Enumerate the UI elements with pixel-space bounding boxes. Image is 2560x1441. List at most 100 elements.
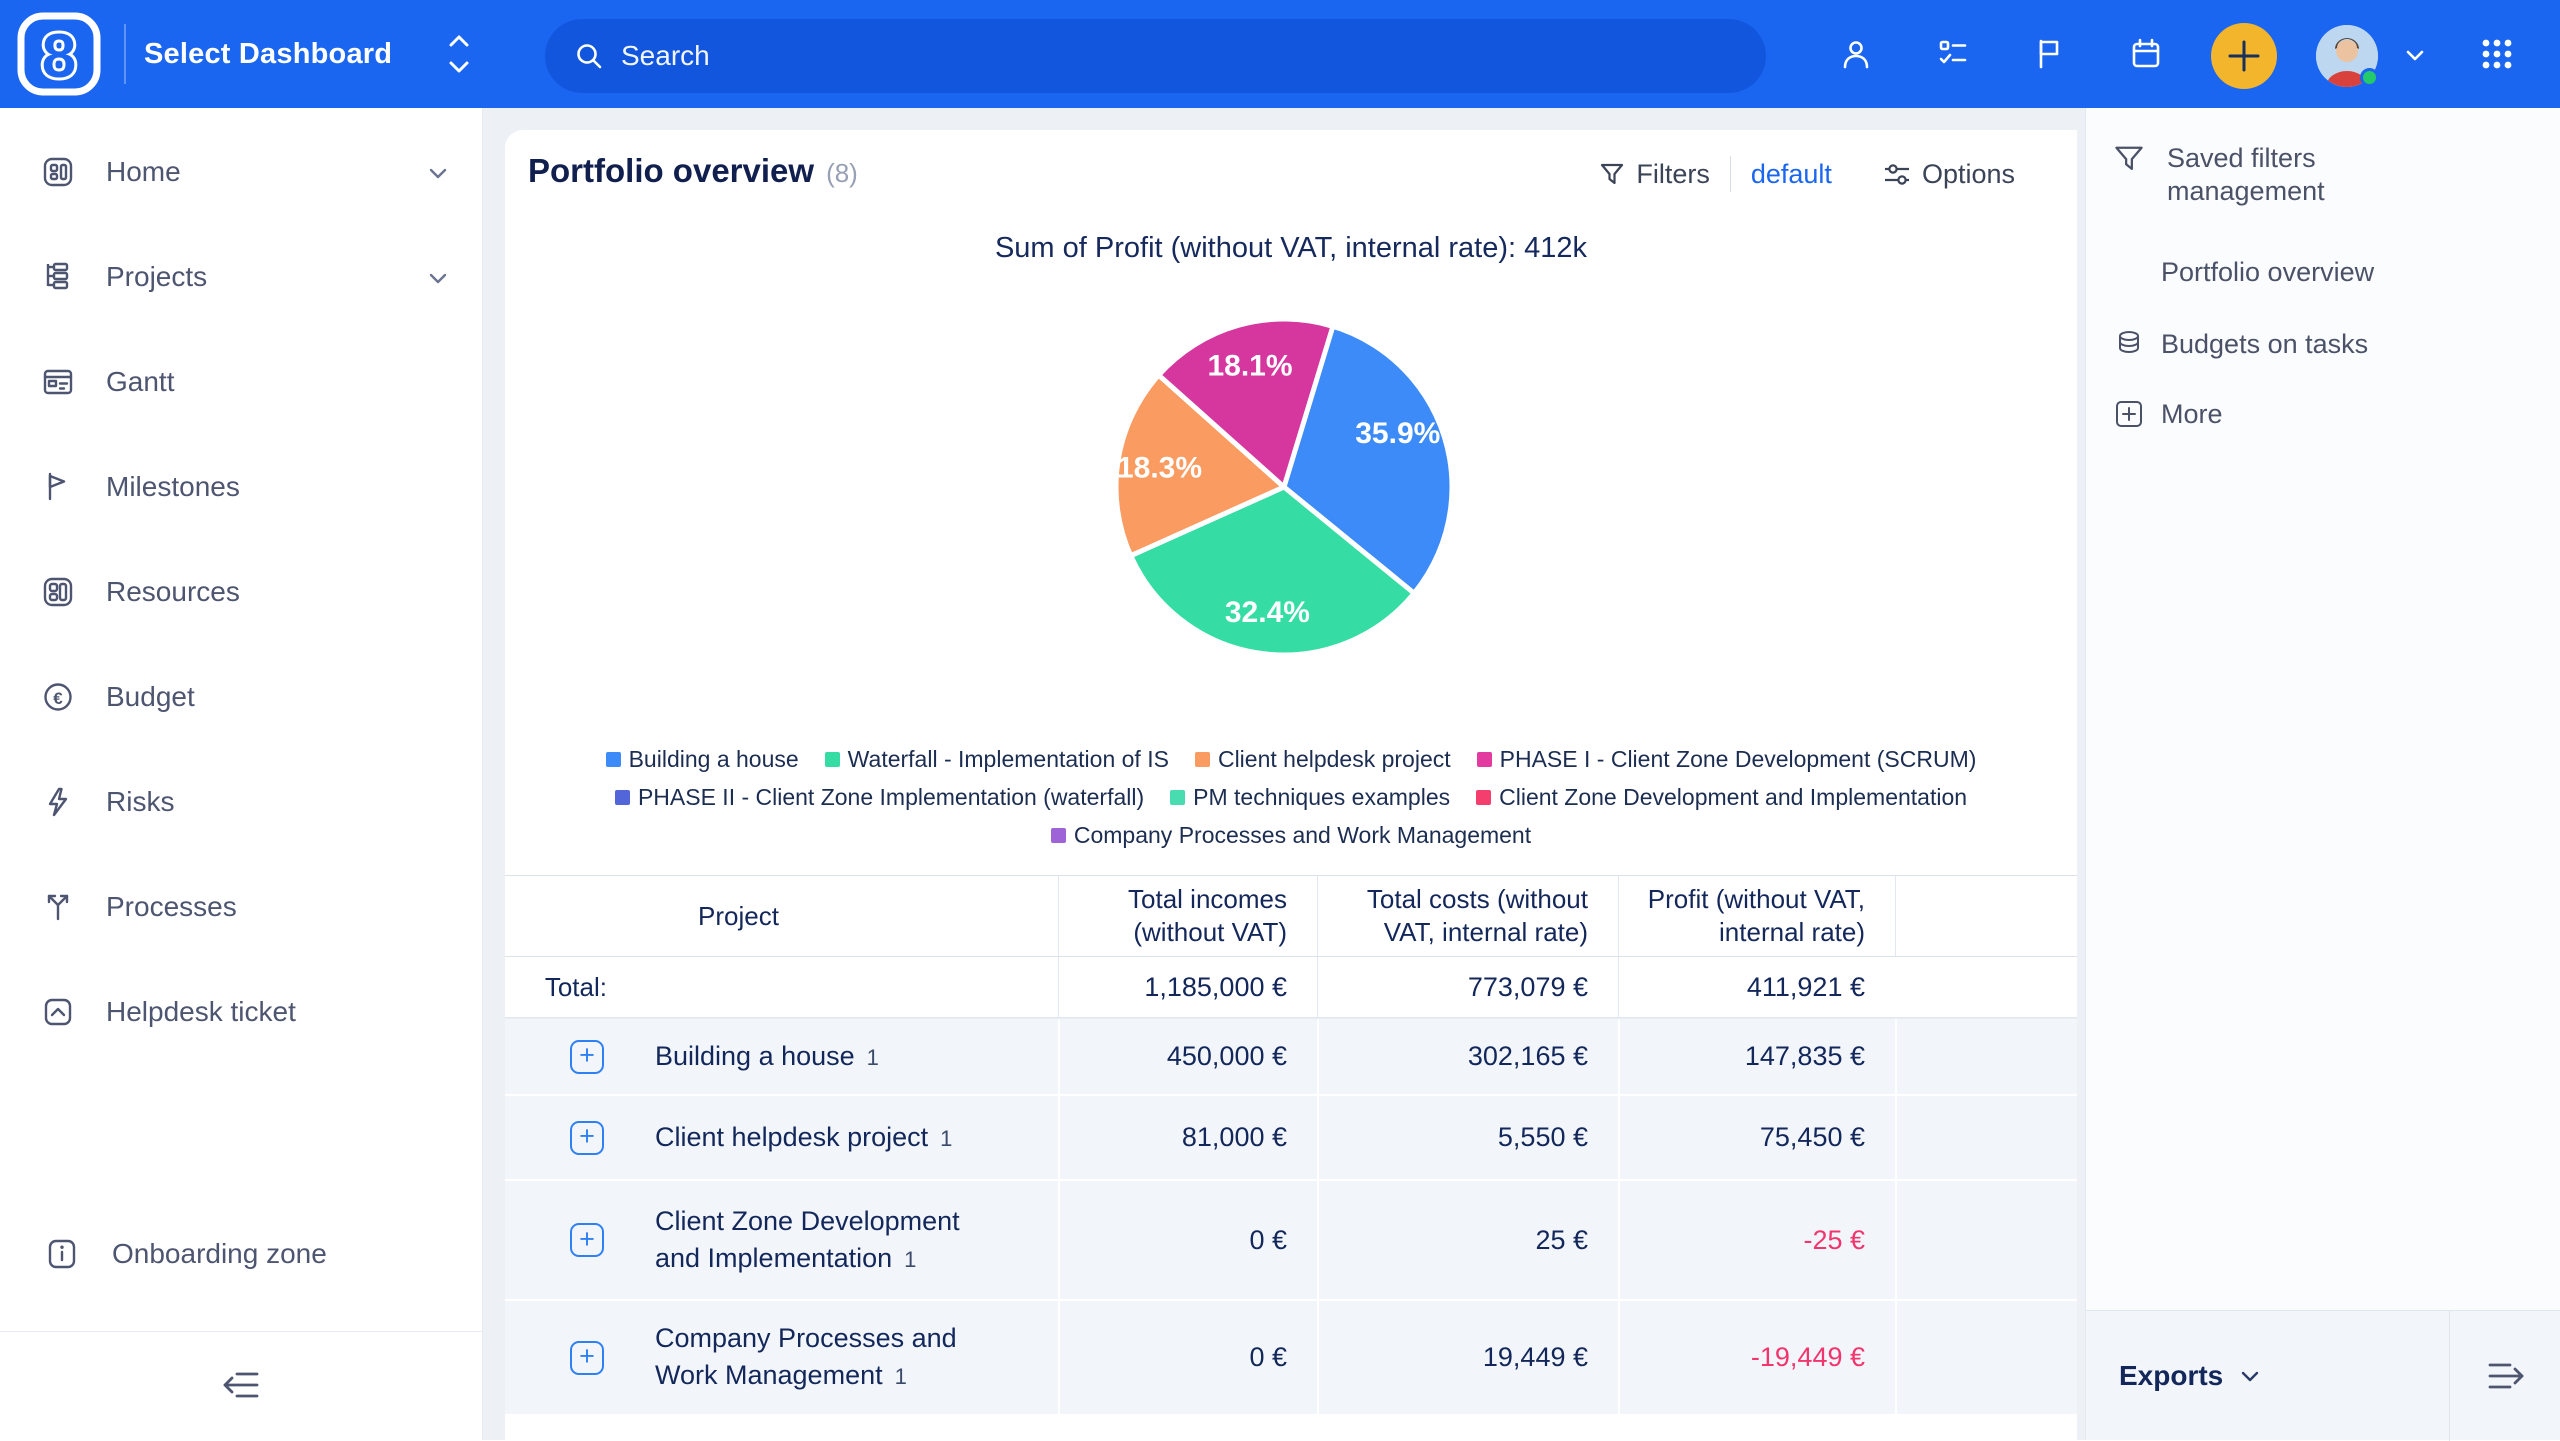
sidebar-item-home[interactable]: Home: [0, 119, 482, 224]
user-icon[interactable]: [1838, 36, 1874, 72]
search-input[interactable]: [621, 40, 1621, 72]
column-header-total-incomes[interactable]: Total incomes (without VAT): [1058, 876, 1317, 956]
sort-chevrons-icon: [444, 31, 474, 77]
chevron-down-icon[interactable]: [426, 266, 450, 290]
apps-grid-icon[interactable]: [2477, 34, 2517, 74]
options-button[interactable]: Options: [1882, 159, 2015, 190]
expand-row-button[interactable]: +: [570, 1223, 604, 1257]
table-row: + Company Processes and Work Management 1…: [505, 1301, 2077, 1416]
info-icon: [44, 1236, 80, 1272]
sidebar-item-milestones[interactable]: Milestones: [0, 434, 482, 539]
sidebar-item-processes[interactable]: Processes: [0, 854, 482, 959]
legend-label: Building a house: [628, 745, 799, 772]
row-empty-cell: [1895, 1019, 2077, 1094]
expand-row-button[interactable]: +: [570, 1120, 604, 1155]
table-total-row: Total: 1,185,000 € 773,079 € 411,921 €: [505, 957, 2077, 1018]
pie-slice-percent-label: 18.3%: [1117, 452, 1202, 485]
legend-color-chip: [605, 751, 621, 767]
incomes-cell: 450,000 €: [1058, 1019, 1317, 1094]
active-filter-link[interactable]: default: [1750, 158, 1832, 189]
legend-label: PHASE II - Client Zone Implementation (w…: [637, 783, 1145, 810]
quick-add-button[interactable]: [2211, 23, 2277, 89]
legend-item[interactable]: PHASE II - Client Zone Implementation (w…: [614, 783, 1145, 811]
search-bar[interactable]: [545, 19, 1766, 93]
project-name[interactable]: Company Processes and Work Management: [655, 1323, 957, 1390]
pie-slice[interactable]: [1156, 316, 1336, 490]
column-header-total-costs[interactable]: Total costs (without VAT, internal rate): [1317, 876, 1618, 956]
chevron-down-icon[interactable]: [426, 161, 450, 185]
project-name[interactable]: Client Zone Development and Implementati…: [655, 1205, 960, 1273]
sidebar-item-helpdesk-ticket[interactable]: Helpdesk ticket: [0, 959, 482, 1064]
project-name[interactable]: Client helpdesk project: [655, 1121, 929, 1152]
saved-filters-header[interactable]: Saved filters management: [2113, 142, 2437, 208]
avatar-chevron-down-icon[interactable]: [2402, 42, 2428, 68]
page-title-text: Portfolio overview: [528, 152, 815, 189]
legend-row: PHASE II - Client Zone Implementation (w…: [505, 778, 2077, 816]
project-name-cell[interactable]: Client helpdesk project 1: [623, 1105, 1058, 1171]
legend-item[interactable]: Company Processes and Work Management: [1050, 821, 1532, 849]
row-empty-cell: [1895, 1301, 2077, 1414]
exports-button[interactable]: Exports: [2119, 1311, 2263, 1441]
sidebar-item-projects[interactable]: Projects: [0, 224, 482, 329]
gantt-window-icon: [40, 364, 76, 400]
filter-funnel-icon: [2113, 142, 2145, 208]
column-header-project[interactable]: Project: [698, 900, 779, 931]
project-name-cell[interactable]: Company Processes and Work Management 1: [623, 1306, 1058, 1409]
saved-filter-portfolio-overview[interactable]: Portfolio overview: [2086, 252, 2374, 292]
sidebar-item-budget[interactable]: € Budget: [0, 644, 482, 749]
filters-button[interactable]: Filters: [1598, 159, 1710, 190]
sidebar-item-label: Resources: [106, 575, 240, 607]
saved-filter-budgets-on-tasks[interactable]: Budgets on tasks: [2086, 324, 2368, 364]
pie-slice-percent-label: 18.1%: [1207, 350, 1292, 383]
legend-row: Building a house Waterfall - Implementati…: [505, 740, 2077, 778]
expand-row-button[interactable]: +: [570, 1340, 604, 1375]
panel-collapse-button[interactable]: [2482, 1354, 2530, 1398]
column-header-profit[interactable]: Profit (without VAT, internal rate): [1618, 876, 1895, 956]
collapse-left-icon: [217, 1363, 265, 1407]
sidebar-nav: Home Projects: [0, 108, 482, 1064]
app-logo[interactable]: 8: [16, 11, 102, 97]
project-name-cell[interactable]: Building a house 1: [623, 1024, 1058, 1090]
flag-icon[interactable]: [2031, 36, 2067, 72]
legend-item[interactable]: PM techniques examples: [1170, 784, 1450, 811]
sidebar-collapse-button[interactable]: [205, 1353, 277, 1417]
profit-cell: -19,449 €: [1618, 1301, 1895, 1414]
resources-grid-icon: [40, 574, 76, 610]
row-empty-cell: [1895, 1096, 2077, 1179]
project-name[interactable]: Building a house: [655, 1040, 855, 1071]
legend-item[interactable]: Client Zone Development and Implementati…: [1476, 784, 1967, 811]
pie-slice[interactable]: [1113, 372, 1287, 559]
dashboard-selector[interactable]: Select Dashboard: [144, 0, 474, 108]
saved-filter-label: More: [2161, 398, 2223, 429]
legend-label: Company Processes and Work Management: [1073, 821, 1532, 848]
sidebar-item-label: Processes: [106, 890, 237, 922]
sidebar-item-onboarding-zone[interactable]: Onboarding zone: [0, 1222, 482, 1286]
total-empty-cell: [623, 957, 1058, 1017]
portfolio-table: Project Total incomes (without VAT) Tota…: [505, 875, 2077, 1440]
legend-item[interactable]: Building a house: [605, 745, 799, 773]
projects-tree-icon: [40, 259, 76, 295]
budget-euro-icon: €: [40, 679, 76, 715]
processes-branch-icon: [40, 889, 76, 925]
panel-bottom-separator: [2449, 1311, 2450, 1441]
calendar-icon[interactable]: [2128, 36, 2164, 72]
costs-cell: 5,550 €: [1317, 1096, 1618, 1179]
sidebar-item-risks[interactable]: Risks: [0, 749, 482, 854]
pie-slice-percent-label: 32.4%: [1225, 596, 1310, 629]
tasks-checklist-icon[interactable]: [1935, 36, 1971, 72]
costs-cell: 19,449 €: [1317, 1301, 1618, 1414]
sidebar-item-label: Projects: [106, 260, 208, 292]
panel-bottom-bar: Exports: [2086, 1310, 2560, 1441]
sidebar-item-label: Gantt: [106, 365, 175, 397]
pie-slice[interactable]: [1128, 484, 1417, 658]
project-name-cell[interactable]: Client Zone Development and Implementati…: [623, 1189, 1058, 1292]
sidebar-item-resources[interactable]: Resources: [0, 539, 482, 644]
saved-filter-more[interactable]: More: [2086, 394, 2223, 434]
sidebar-item-gantt[interactable]: Gantt: [0, 329, 482, 434]
legend-item[interactable]: Waterfall - Implementation of IS: [824, 746, 1169, 773]
expand-row-button[interactable]: +: [570, 1039, 604, 1074]
costs-cell: 25 €: [1317, 1181, 1618, 1299]
legend-item[interactable]: Client helpdesk project: [1194, 746, 1451, 773]
legend-item[interactable]: PHASE I - Client Zone Development (SCRUM…: [1476, 746, 1976, 773]
top-navigation-bar: 8 Select Dashboard: [0, 0, 2560, 108]
